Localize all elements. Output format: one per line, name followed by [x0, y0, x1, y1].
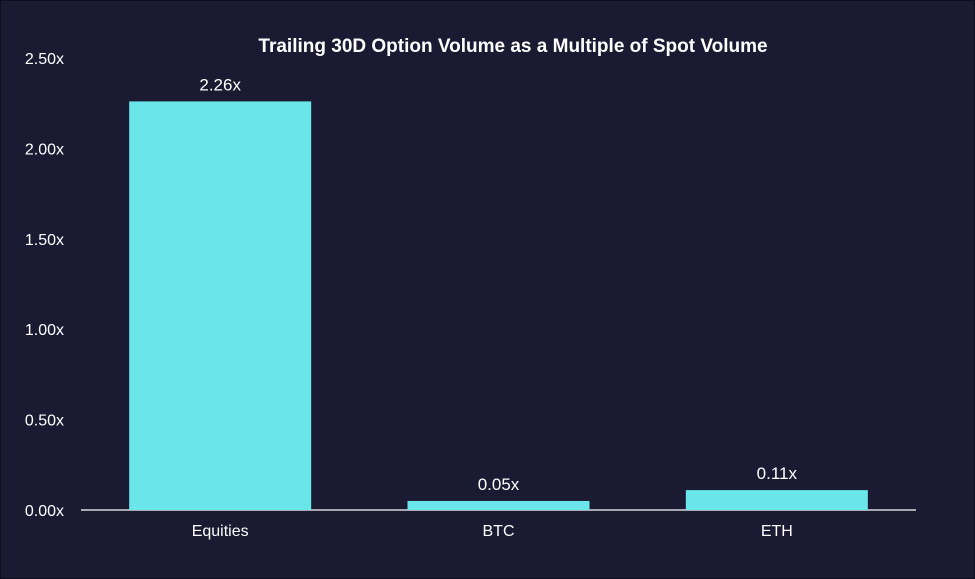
x-tick-label: BTC: [483, 523, 515, 540]
x-tick-label: ETH: [761, 523, 793, 540]
y-tick-label: 1.50x: [25, 232, 64, 249]
chart-title: Trailing 30D Option Volume as a Multiple…: [258, 36, 767, 57]
data-label: 2.26x: [199, 75, 241, 94]
x-axis: Equities BTC ETH: [192, 523, 793, 540]
y-axis: 0.00x 0.50x 1.00x 1.50x 2.00x 2.50x: [25, 51, 64, 520]
data-label: 0.05x: [478, 475, 520, 494]
y-tick-label: 0.00x: [25, 503, 64, 520]
bar-eth: [685, 490, 868, 510]
bar-btc: [407, 500, 590, 510]
data-labels-group: 2.26x 0.05x 0.11x: [199, 75, 797, 494]
y-tick-label: 2.00x: [25, 141, 64, 158]
data-label: 0.11x: [757, 464, 798, 483]
bar-equities: [129, 101, 312, 510]
y-tick-label: 0.50x: [25, 413, 64, 430]
y-tick-label: 1.00x: [25, 322, 64, 339]
y-tick-label: 2.50x: [25, 51, 64, 68]
bars-group: [129, 101, 868, 510]
x-tick-label: Equities: [192, 523, 249, 540]
